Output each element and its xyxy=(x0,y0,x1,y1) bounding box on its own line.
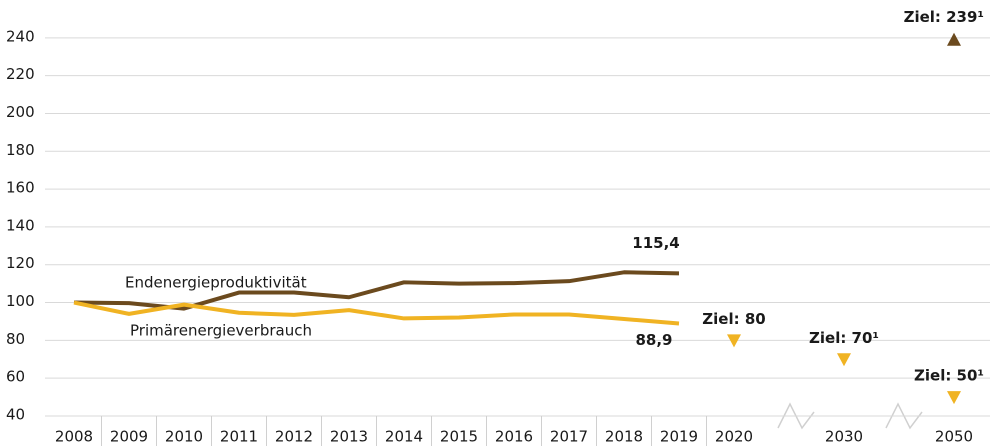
x-tick-label: 2015 xyxy=(440,428,478,446)
target-marker xyxy=(947,391,961,405)
x-tick-label: 2018 xyxy=(605,428,643,446)
target-label: Ziel: 70¹ xyxy=(809,329,879,347)
y-tick-label: 200 xyxy=(6,103,35,121)
series-line xyxy=(73,300,680,326)
x-tick-label: 2016 xyxy=(495,428,533,446)
x-tick-label: 2019 xyxy=(660,428,698,446)
target-label: Ziel: 80 xyxy=(702,310,765,328)
y-tick-label: 100 xyxy=(6,292,35,310)
target-label: Ziel: 50¹ xyxy=(914,367,984,385)
target-marker xyxy=(837,353,851,367)
y-tick-label: 220 xyxy=(6,65,35,83)
y-tick-label: 120 xyxy=(6,254,35,272)
x-tick-label: 2012 xyxy=(275,428,313,446)
y-tick-label: 40 xyxy=(6,406,25,424)
x-tick-label: 2013 xyxy=(330,428,368,446)
x-tick-label: 2020 xyxy=(715,428,753,446)
target-label: Ziel: 239¹ xyxy=(904,8,984,26)
y-tick-label: 80 xyxy=(6,330,25,348)
target-marker xyxy=(947,32,961,46)
y-tick-label: 140 xyxy=(6,216,35,234)
x-tick-label: 2009 xyxy=(110,428,148,446)
x-tick-label: 2011 xyxy=(220,428,258,446)
x-tick-label: 2017 xyxy=(550,428,588,446)
y-tick-label: 240 xyxy=(6,27,35,45)
x-tick-label: 2050 xyxy=(935,428,973,446)
value-label: 88,9 xyxy=(635,331,672,349)
y-tick-label: 180 xyxy=(6,141,35,159)
target-marker xyxy=(727,334,741,348)
x-tick-label: 2010 xyxy=(165,428,203,446)
x-tick-label: 2030 xyxy=(825,428,863,446)
series-label: Endenergieproduktivität xyxy=(125,274,307,292)
y-tick-label: 160 xyxy=(6,179,35,197)
y-tick-label: 60 xyxy=(6,368,25,386)
x-tick-label: 2014 xyxy=(385,428,423,446)
series-label: Primärenergieverbrauch xyxy=(130,322,312,340)
x-tick-label: 2008 xyxy=(55,428,93,446)
value-label: 115,4 xyxy=(632,234,679,252)
